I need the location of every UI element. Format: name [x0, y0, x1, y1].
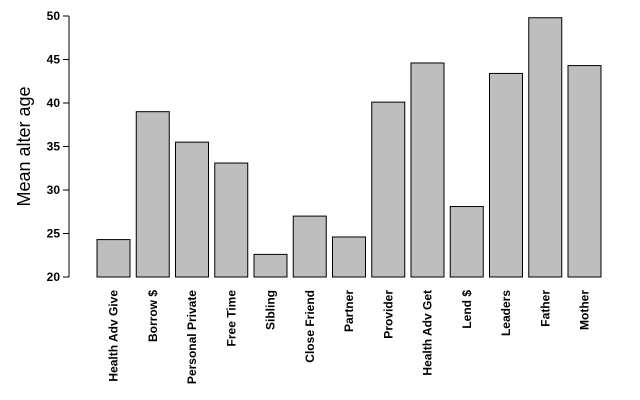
bar-13: [567, 65, 602, 278]
y-tick-label: 20: [47, 270, 61, 284]
bar-9: [410, 62, 445, 278]
y-tick-label: 45: [47, 53, 61, 67]
bar-5: [253, 253, 288, 278]
x-category-label: Father: [538, 290, 552, 327]
x-category-label: Leaders: [499, 290, 513, 336]
y-tick-label: 35: [47, 140, 61, 154]
bar-10: [449, 206, 484, 278]
x-category-label: Lend $: [460, 290, 474, 329]
bars-group: [96, 17, 602, 278]
bar-7: [332, 236, 366, 278]
y-tick-label: 40: [47, 96, 61, 110]
bar-1: [96, 239, 131, 278]
bar-2: [135, 111, 170, 278]
y-tick-label: 30: [47, 183, 61, 197]
bar-3: [175, 141, 209, 278]
x-category-label: Mother: [578, 290, 592, 330]
bar-4: [214, 162, 249, 278]
x-category-label: Partner: [342, 290, 356, 332]
x-category-label: Sibling: [264, 290, 278, 330]
bar-12: [528, 17, 563, 278]
y-axis: 20 25 30 35 40 45 50: [47, 9, 70, 284]
bar-8: [371, 101, 406, 278]
x-category-label: Health Adv Give: [107, 290, 121, 382]
bar-11: [489, 72, 523, 278]
x-category-label: Close Friend: [303, 290, 317, 363]
y-tick-label: 25: [47, 227, 61, 241]
x-axis-labels: Health Adv Give Borrow $ Personal Private F…: [107, 290, 592, 384]
y-axis-label: Mean alter age: [14, 86, 34, 206]
x-category-label: Personal Private: [185, 290, 199, 384]
bar-6: [292, 215, 327, 278]
x-category-label: Health Adv Get: [421, 290, 435, 376]
x-category-label: Free Time: [224, 290, 238, 347]
x-category-label: Provider: [381, 290, 395, 339]
x-category-label: Borrow $: [146, 290, 160, 342]
y-tick-label: 50: [47, 9, 61, 23]
